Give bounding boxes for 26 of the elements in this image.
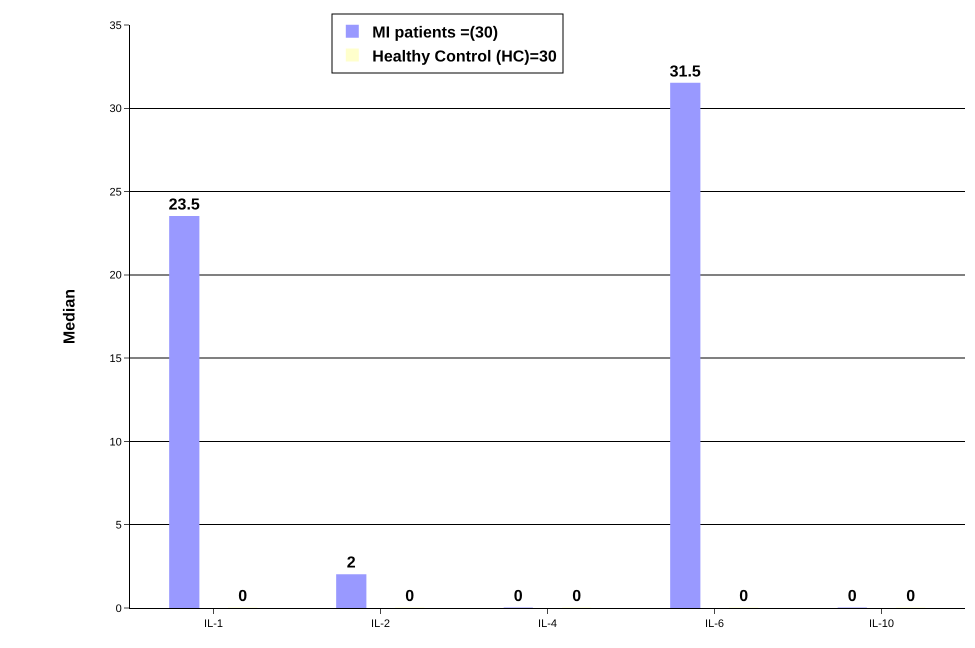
y-tick-label: 20 bbox=[110, 270, 122, 282]
data-label: 2 bbox=[346, 554, 356, 572]
y-tick-label: 0 bbox=[116, 602, 122, 615]
data-label: 0 bbox=[572, 588, 582, 605]
y-tick-label: 10 bbox=[110, 436, 122, 448]
x-tick-label: IL-4 bbox=[538, 618, 557, 630]
y-tick-label: 30 bbox=[110, 103, 122, 116]
y-tick-label: 5 bbox=[116, 520, 122, 532]
data-label: 0 bbox=[906, 588, 916, 605]
data-label: 0 bbox=[405, 588, 414, 605]
y-tick-label: 35 bbox=[110, 20, 122, 32]
y-tick-label: 15 bbox=[110, 352, 122, 365]
data-label: 0 bbox=[848, 588, 857, 605]
y-tick-label: 25 bbox=[110, 186, 122, 198]
data-label: 31.5 bbox=[670, 63, 701, 80]
data-label: 0 bbox=[238, 588, 248, 605]
x-tick-label: IL-10 bbox=[868, 618, 894, 630]
x-tick-label: IL-1 bbox=[204, 618, 223, 630]
legend-label: Healthy Control (HC)=30 bbox=[372, 48, 557, 66]
data-label: 23.5 bbox=[168, 196, 200, 214]
y-axis-title: Median bbox=[61, 288, 78, 344]
x-tick-label: IL-2 bbox=[371, 618, 390, 630]
x-tick-label: IL-6 bbox=[705, 618, 724, 630]
data-label: 0 bbox=[514, 588, 523, 605]
legend-label: MI patients =(30) bbox=[372, 24, 498, 42]
data-label: 0 bbox=[739, 588, 748, 605]
